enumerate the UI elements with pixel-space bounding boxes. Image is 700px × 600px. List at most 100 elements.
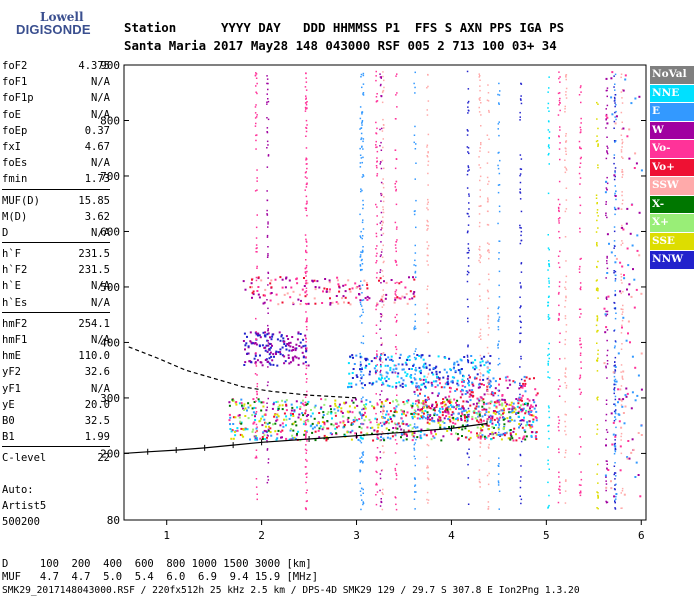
echo-point xyxy=(267,429,270,432)
echo-point xyxy=(596,202,598,205)
echo-point xyxy=(396,226,398,228)
echo-point xyxy=(264,334,266,337)
echo-point xyxy=(527,412,530,415)
echo-point xyxy=(426,421,429,424)
echo-point xyxy=(457,412,460,415)
y-tick-label: 500 xyxy=(100,281,120,294)
echo-point xyxy=(547,318,550,320)
echo-point xyxy=(522,384,525,387)
echo-point xyxy=(246,409,248,412)
echo-point xyxy=(304,207,307,209)
echo-point xyxy=(479,418,482,421)
echo-point xyxy=(606,145,608,148)
echo-point xyxy=(414,86,416,89)
echo-point xyxy=(275,401,278,403)
echo-point xyxy=(487,506,490,508)
echo-point xyxy=(459,396,462,399)
echo-point xyxy=(496,411,499,413)
param-name: fxI xyxy=(2,140,21,153)
echo-point xyxy=(618,413,621,416)
echo-point xyxy=(615,434,617,436)
echo-point xyxy=(376,215,378,217)
echo-point xyxy=(306,402,309,405)
echo-point xyxy=(427,322,429,324)
echo-point xyxy=(426,465,429,467)
echo-point xyxy=(291,356,294,359)
echo-point xyxy=(488,111,490,113)
echo-point xyxy=(253,401,256,403)
echo-point xyxy=(375,503,378,506)
echo-point xyxy=(640,434,643,436)
echo-point xyxy=(521,409,524,412)
echo-point xyxy=(376,100,379,102)
echo-point xyxy=(480,373,482,375)
echo-point xyxy=(329,405,332,408)
echo-point xyxy=(375,261,377,264)
echo-point xyxy=(476,402,478,405)
echo-point xyxy=(306,318,308,320)
echo-point xyxy=(530,409,533,412)
echo-point xyxy=(395,75,397,77)
echo-point xyxy=(620,439,622,441)
echo-point xyxy=(503,434,506,437)
echo-point xyxy=(434,386,437,388)
echo-point xyxy=(229,416,232,419)
echo-point xyxy=(480,399,482,401)
echo-point xyxy=(306,167,308,170)
echo-point xyxy=(510,435,513,438)
echo-point xyxy=(414,378,417,381)
echo-point xyxy=(518,398,521,401)
echo-point xyxy=(613,162,615,165)
echo-point xyxy=(281,408,284,411)
echo-point xyxy=(302,356,305,359)
echo-point xyxy=(470,394,473,397)
echo-point xyxy=(334,411,337,414)
echo-point xyxy=(395,321,398,323)
echo-point xyxy=(237,414,240,417)
echo-point xyxy=(298,413,301,416)
echo-point xyxy=(467,102,469,104)
echo-point xyxy=(398,425,401,428)
echo-point xyxy=(579,352,582,354)
echo-point xyxy=(557,218,560,220)
echo-point xyxy=(376,456,378,459)
echo-point xyxy=(564,108,566,110)
echo-point xyxy=(345,401,348,404)
echo-point xyxy=(509,383,512,386)
echo-point xyxy=(395,382,398,384)
echo-point xyxy=(360,427,363,430)
echo-point xyxy=(606,262,608,265)
echo-point xyxy=(614,270,617,273)
echo-point xyxy=(376,421,378,423)
echo-point xyxy=(379,320,382,322)
echo-point xyxy=(547,107,549,109)
echo-point xyxy=(426,376,429,378)
echo-point xyxy=(382,118,384,121)
echo-point xyxy=(606,136,608,138)
echo-point xyxy=(502,432,505,435)
echo-point xyxy=(613,387,616,389)
echo-point xyxy=(597,289,599,292)
echo-point xyxy=(400,433,403,435)
echo-point xyxy=(623,274,625,277)
echo-point xyxy=(395,180,398,183)
echo-point xyxy=(359,411,361,414)
echo-point xyxy=(470,431,473,434)
echo-point xyxy=(496,417,499,420)
echo-point xyxy=(412,364,415,367)
echo-point xyxy=(547,463,549,465)
echo-point xyxy=(265,422,268,425)
echo-point xyxy=(606,463,608,465)
echo-point xyxy=(468,169,470,171)
echo-point xyxy=(352,368,355,370)
echo-point xyxy=(498,465,500,467)
param-row: foE N/A xyxy=(2,107,110,123)
echo-point xyxy=(267,271,269,274)
echo-point xyxy=(442,398,445,401)
echo-point xyxy=(294,347,297,350)
echo-point xyxy=(596,317,599,319)
echo-point xyxy=(478,413,481,416)
echo-point xyxy=(548,144,550,146)
echo-point xyxy=(564,159,566,161)
echo-point xyxy=(481,423,484,426)
